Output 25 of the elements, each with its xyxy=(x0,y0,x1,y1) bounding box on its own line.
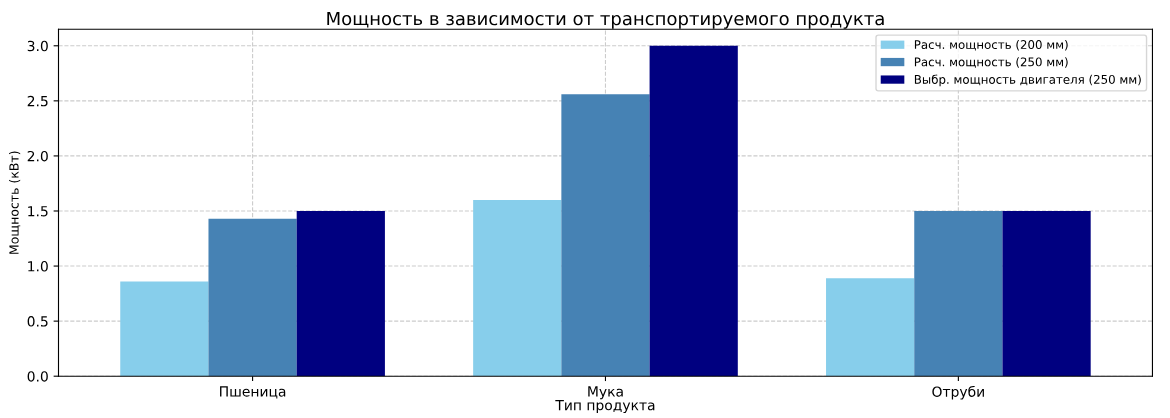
x-tick-label: Отруби xyxy=(932,385,984,400)
y-tick-label: 2.5 xyxy=(27,95,48,107)
y-tick-label: 0.5 xyxy=(27,316,48,327)
bar xyxy=(473,199,562,377)
bar xyxy=(826,278,915,377)
bar xyxy=(561,94,650,377)
chart-title: Мощность в зависимости от транспортируемого продукта xyxy=(327,11,884,29)
bar xyxy=(649,45,738,377)
x-tick-label: Пшеница xyxy=(220,386,286,399)
x-axis-title: Тип продукта xyxy=(555,400,655,414)
bar xyxy=(120,281,209,377)
y-tick-label: 1.5 xyxy=(28,206,48,217)
bar xyxy=(1002,210,1091,377)
bar xyxy=(914,210,1003,377)
y-tick-label: 3.0 xyxy=(27,40,48,52)
y-axis-title: Мощность (кВт) xyxy=(9,151,21,254)
y-tick-label: 2.0 xyxy=(27,150,48,162)
y-tick-label: 1.0 xyxy=(28,261,48,272)
y-tick-label: 0.0 xyxy=(27,371,48,382)
legend-label: Выбр. мощность двигателя (250 мм) xyxy=(914,74,1141,87)
legend-label: Расч. мощность (250 мм) xyxy=(914,57,1068,68)
x-tick-label: Мука xyxy=(588,386,623,400)
bar xyxy=(208,218,297,377)
bar xyxy=(296,210,385,377)
legend-label: Расч. мощность (200 мм) xyxy=(914,39,1068,51)
